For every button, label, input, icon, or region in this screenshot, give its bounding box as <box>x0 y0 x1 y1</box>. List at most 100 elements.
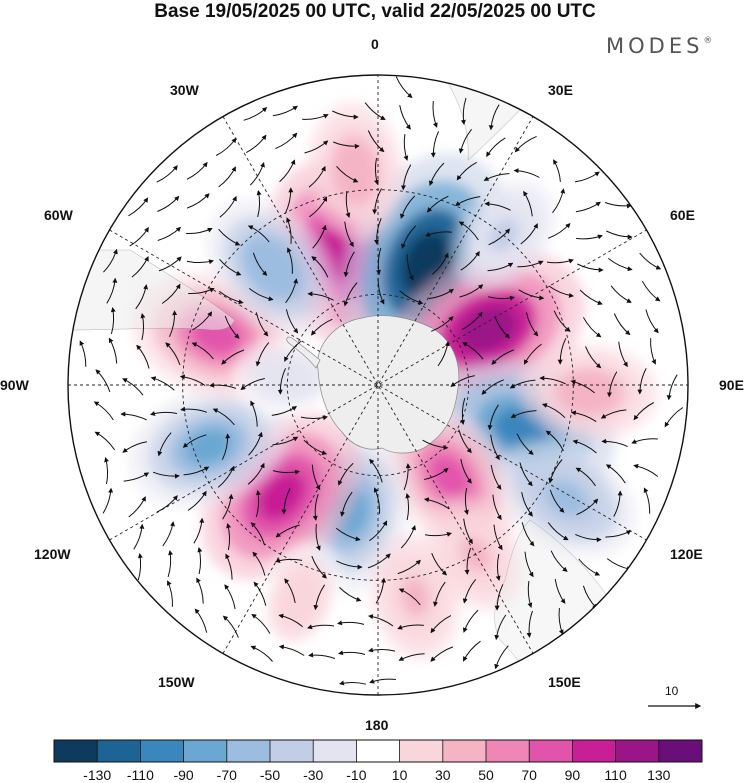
wind-vector-arrow <box>333 141 360 149</box>
wind-vector-arrow <box>215 137 237 156</box>
wind-vector-arrow <box>570 379 595 394</box>
wind-vector-arrow <box>372 188 382 215</box>
wind-vector-arrow <box>218 228 241 246</box>
wind-vector-arrow <box>422 439 449 451</box>
wind-vector-arrow <box>222 493 234 520</box>
wind-vector-arrow <box>374 218 382 245</box>
meridian-line <box>109 229 647 541</box>
colorbar-swatch <box>529 740 573 762</box>
wind-vector-arrow <box>122 378 144 396</box>
wind-vector-arrow <box>182 434 207 448</box>
colorbar-swatch <box>658 740 703 762</box>
wind-vector-arrow <box>578 558 601 576</box>
wind-vector-arrow <box>278 644 305 656</box>
wind-vector-arrow <box>129 227 149 247</box>
wind-vector-arrow <box>494 614 507 641</box>
wind-vector-arrow <box>165 342 181 366</box>
wind-vector-arrow <box>572 439 597 454</box>
colorbar-tick-label: -130 <box>83 767 112 783</box>
wind-vector-arrow <box>332 110 359 120</box>
wind-vector-arrow <box>490 434 500 461</box>
wind-vector-arrow <box>343 282 358 307</box>
wind-vector-arrow <box>600 409 627 419</box>
colorbar-tick-label: 10 <box>391 767 408 783</box>
latitude-circle <box>286 293 470 477</box>
wind-vector-arrow <box>582 317 602 338</box>
wind-vector-arrow <box>183 466 210 476</box>
wind-vector-arrow <box>426 195 449 213</box>
longitude-label-30w: 30W <box>170 82 199 98</box>
wind-vector-arrow <box>428 288 455 300</box>
colorbar-swatch <box>270 740 314 762</box>
wind-vector-arrow <box>456 161 477 181</box>
wind-vector-arrow <box>162 521 175 547</box>
wind-vector-arrow <box>461 342 484 360</box>
anomaly-contour <box>429 454 471 499</box>
wind-vector-arrow <box>209 382 237 389</box>
wind-vector-arrow <box>458 429 472 454</box>
reference-vector-label: 10 <box>665 684 679 698</box>
wind-vector-arrow <box>122 441 147 453</box>
wind-vector-arrow <box>458 221 479 241</box>
anomaly-contour <box>286 582 313 617</box>
wind-vector-arrow <box>157 195 180 212</box>
wind-vector-arrow <box>277 368 287 395</box>
wind-vector-arrow <box>169 310 178 338</box>
wind-vector-arrow <box>308 165 326 188</box>
wind-vector-arrow <box>461 311 483 330</box>
wind-vector-arrow <box>310 318 333 336</box>
wind-vector-arrow <box>558 608 564 635</box>
anomaly-contour <box>270 365 305 389</box>
wind-vector-arrow <box>369 678 396 684</box>
wind-vector-arrow <box>374 157 379 185</box>
wind-vector-arrow <box>180 406 208 413</box>
wind-vector-arrow <box>431 315 454 332</box>
wind-vector-arrow <box>311 464 321 491</box>
wind-vector-arrow <box>364 102 386 120</box>
wind-vector-arrow <box>156 495 178 513</box>
wind-vector-arrow <box>424 467 449 480</box>
wind-vector-arrow <box>575 533 602 543</box>
wind-vector-arrow <box>450 375 475 388</box>
longitude-label-90e: 90E <box>719 377 744 393</box>
wind-vector-arrow <box>339 680 367 686</box>
wind-vector-arrow <box>336 165 359 183</box>
wind-vector-arrow <box>140 313 146 341</box>
wind-vector-arrow <box>664 407 684 428</box>
wind-vector-arrow <box>486 137 506 157</box>
wind-vector-arrow <box>345 190 351 218</box>
wind-vector-arrow <box>492 494 502 521</box>
wind-vector-arrow <box>250 645 273 662</box>
wind-vector-arrow <box>605 464 626 484</box>
wind-vector-arrow <box>493 524 503 551</box>
colorbar <box>53 739 703 763</box>
wind-vector-arrow <box>437 341 450 367</box>
longitude-label-150w: 150W <box>158 674 195 690</box>
wind-vector-arrow <box>166 580 173 607</box>
wind-vector-arrow <box>433 581 446 607</box>
wind-vector-arrow <box>150 411 178 416</box>
wind-vectors <box>79 76 684 686</box>
wind-vector-arrow <box>604 202 632 209</box>
wind-vector-arrow <box>240 378 265 391</box>
wind-vector-arrow <box>188 287 215 295</box>
wind-vector-arrow <box>398 588 421 606</box>
wind-vector-arrow <box>430 131 440 158</box>
wind-vector-arrow <box>495 553 501 581</box>
wind-vector-arrow <box>460 250 480 271</box>
wind-vector-arrow <box>309 196 328 218</box>
longitude-label-0: 0 <box>371 36 379 52</box>
wind-vector-arrow <box>549 489 565 513</box>
wind-vector-arrow <box>400 195 416 220</box>
wind-vector-arrow <box>574 171 600 183</box>
wind-vector-arrow <box>308 652 336 659</box>
wind-vector-arrow <box>137 553 143 581</box>
wind-vector-arrow <box>613 313 631 336</box>
meridian-line <box>222 116 534 654</box>
wind-vector-arrow <box>343 251 355 278</box>
wind-vector-arrow <box>221 349 245 365</box>
wind-vector-arrow <box>312 224 327 249</box>
wind-vector-arrow <box>375 577 387 604</box>
wind-vector-arrow <box>252 551 266 576</box>
wind-vector-arrow <box>462 578 477 604</box>
